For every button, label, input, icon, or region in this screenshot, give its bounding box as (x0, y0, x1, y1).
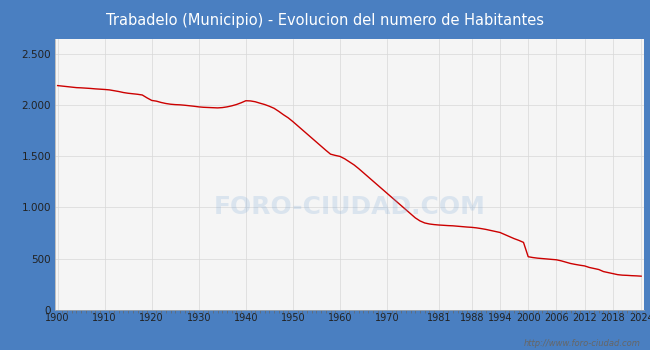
Text: FORO-CIUDAD.COM: FORO-CIUDAD.COM (213, 195, 486, 219)
Text: http://www.foro-ciudad.com: http://www.foro-ciudad.com (523, 339, 640, 348)
Text: Trabadelo (Municipio) - Evolucion del numero de Habitantes: Trabadelo (Municipio) - Evolucion del nu… (106, 13, 544, 28)
